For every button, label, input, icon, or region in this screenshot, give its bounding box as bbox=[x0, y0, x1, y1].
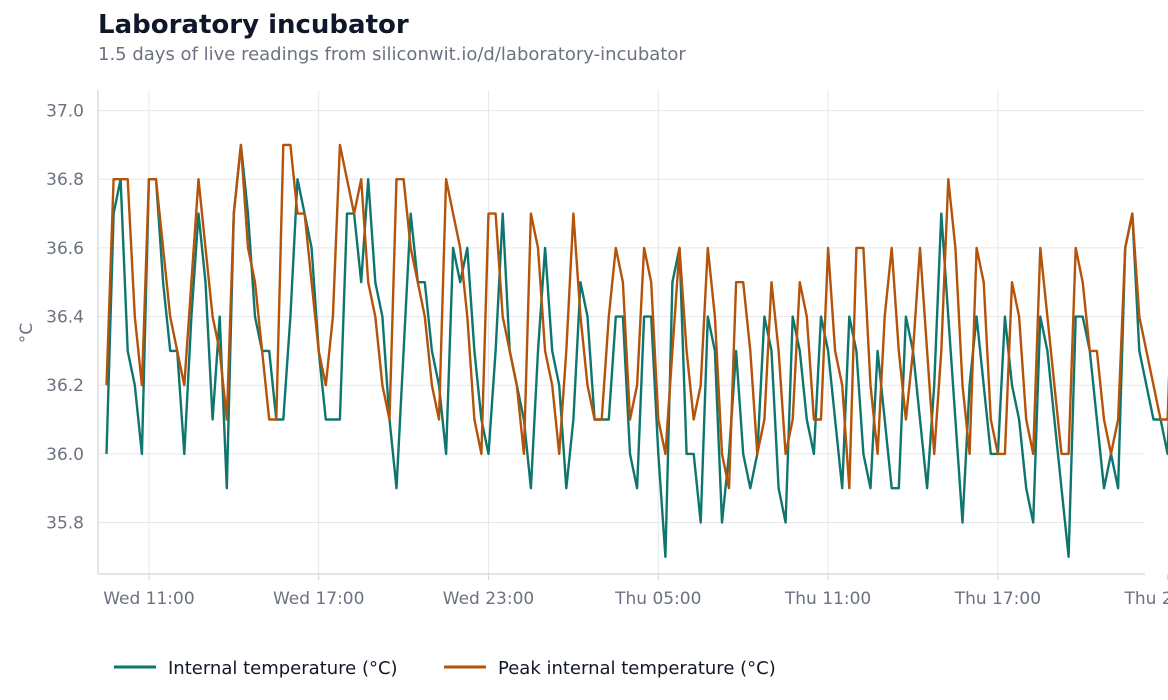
x-tick-label: Wed 17:00 bbox=[273, 589, 364, 609]
y-tick-label: 36.6 bbox=[46, 239, 84, 259]
legend-label-peak: Peak internal temperature (°C) bbox=[498, 658, 776, 679]
grid-lines bbox=[98, 90, 1145, 574]
x-tick-label: Thu 05:00 bbox=[614, 589, 701, 609]
peak-temperature-line bbox=[105, 143, 1168, 490]
legend: Internal temperature (°C) Peak internal … bbox=[114, 658, 776, 679]
y-tick-label: 35.8 bbox=[46, 514, 84, 534]
series-lines bbox=[105, 143, 1168, 558]
x-tick-label: Wed 11:00 bbox=[103, 589, 194, 609]
y-axis-label: °C bbox=[17, 323, 37, 343]
y-tick-label: 36.8 bbox=[46, 170, 84, 190]
chart-subtitle: 1.5 days of live readings from siliconwi… bbox=[98, 44, 686, 65]
chart-title: Laboratory incubator bbox=[98, 10, 409, 40]
x-tick-label: Thu 23:00 bbox=[1123, 589, 1168, 609]
y-tick-label: 36.0 bbox=[46, 445, 84, 465]
x-tick-label: Wed 23:00 bbox=[443, 589, 534, 609]
internal-temperature-line bbox=[105, 143, 1168, 558]
legend-label-internal: Internal temperature (°C) bbox=[168, 658, 398, 679]
y-tick-label: 36.2 bbox=[46, 376, 84, 396]
tick-labels: 35.8 36.0 36.2 36.4 36.6 36.8 37.0 Wed 11:00 Wed… bbox=[46, 102, 1168, 609]
y-tick-label: 37.0 bbox=[46, 102, 84, 122]
y-tick-label: 36.4 bbox=[46, 308, 84, 328]
x-tick-label: Thu 11:00 bbox=[784, 589, 871, 609]
x-tick-label: Thu 17:00 bbox=[954, 589, 1041, 609]
